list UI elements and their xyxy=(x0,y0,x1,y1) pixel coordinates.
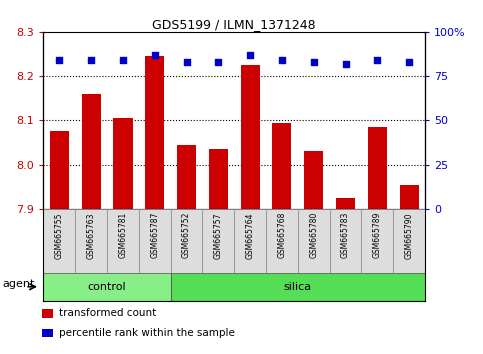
Text: GSM665780: GSM665780 xyxy=(309,212,318,258)
FancyBboxPatch shape xyxy=(266,209,298,273)
Point xyxy=(405,59,413,65)
Text: GSM665764: GSM665764 xyxy=(246,212,255,258)
FancyBboxPatch shape xyxy=(298,209,329,273)
Text: silica: silica xyxy=(284,282,312,292)
Text: GSM665763: GSM665763 xyxy=(86,212,96,258)
Bar xyxy=(145,56,164,209)
Text: GSM665789: GSM665789 xyxy=(373,212,382,258)
Point xyxy=(214,59,222,65)
Point xyxy=(87,57,95,63)
FancyBboxPatch shape xyxy=(107,209,139,273)
Point xyxy=(56,57,63,63)
Point xyxy=(373,57,381,63)
Point xyxy=(151,52,158,58)
Text: GSM665790: GSM665790 xyxy=(405,212,413,258)
Text: agent: agent xyxy=(2,279,35,289)
FancyBboxPatch shape xyxy=(361,209,393,273)
Bar xyxy=(114,118,132,209)
FancyBboxPatch shape xyxy=(329,209,361,273)
FancyBboxPatch shape xyxy=(139,209,170,273)
Bar xyxy=(336,198,355,209)
Bar xyxy=(304,152,323,209)
Text: transformed count: transformed count xyxy=(59,308,156,318)
Bar xyxy=(82,94,101,209)
Point xyxy=(310,59,318,65)
FancyBboxPatch shape xyxy=(170,209,202,273)
Bar xyxy=(177,145,196,209)
Text: GSM665781: GSM665781 xyxy=(118,212,128,258)
Text: GSM665755: GSM665755 xyxy=(55,212,64,258)
Bar xyxy=(399,184,419,209)
Bar xyxy=(42,309,53,318)
Text: control: control xyxy=(88,282,127,292)
Bar xyxy=(368,127,387,209)
Point xyxy=(183,59,190,65)
Text: GSM665787: GSM665787 xyxy=(150,212,159,258)
Text: GSM665768: GSM665768 xyxy=(277,212,286,258)
Bar xyxy=(209,149,228,209)
Bar xyxy=(50,131,69,209)
Bar xyxy=(272,122,292,209)
FancyBboxPatch shape xyxy=(43,273,170,301)
Text: GSM665783: GSM665783 xyxy=(341,212,350,258)
Point xyxy=(278,57,286,63)
FancyBboxPatch shape xyxy=(202,209,234,273)
Text: percentile rank within the sample: percentile rank within the sample xyxy=(59,328,235,338)
Bar xyxy=(241,65,260,209)
FancyBboxPatch shape xyxy=(234,209,266,273)
Title: GDS5199 / ILMN_1371248: GDS5199 / ILMN_1371248 xyxy=(153,18,316,31)
Bar xyxy=(42,329,53,337)
Text: GSM665752: GSM665752 xyxy=(182,212,191,258)
Point xyxy=(119,57,127,63)
Text: GSM665757: GSM665757 xyxy=(214,212,223,258)
FancyBboxPatch shape xyxy=(43,209,75,273)
FancyBboxPatch shape xyxy=(393,209,425,273)
FancyBboxPatch shape xyxy=(170,273,425,301)
Point xyxy=(246,52,254,58)
Point xyxy=(341,61,349,67)
FancyBboxPatch shape xyxy=(75,209,107,273)
